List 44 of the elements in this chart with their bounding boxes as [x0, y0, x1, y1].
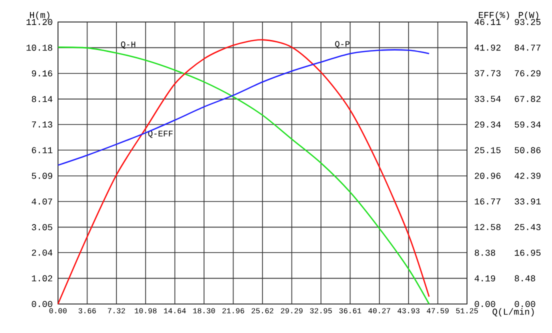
y-tick-label: 9.16	[32, 70, 52, 76]
y2-tick-label: 33.54	[474, 96, 501, 102]
line-series	[57, 49, 430, 166]
y3-axis-title: P(W)	[518, 11, 538, 20]
y-tick-label: 11.20	[26, 18, 52, 26]
y2-tick-label: 16.77	[474, 198, 500, 204]
y3-tick-label: 93.25	[514, 18, 541, 26]
y3-tick-label: 0.00	[514, 300, 536, 308]
y-tick-label: 8.14	[32, 96, 52, 102]
y-tick-label: 0.00	[32, 300, 52, 308]
y2-tick-label: 8.38	[474, 250, 496, 256]
y3-tick-label: 33.91	[514, 198, 541, 204]
y2-tick-label: 0.00	[474, 300, 496, 308]
series-label: Q-H	[121, 41, 136, 49]
x-axis-title: Q(L/min)	[492, 308, 534, 317]
series-label: Q-EFF	[148, 130, 173, 138]
y3-tick-label: 16.95	[514, 250, 541, 256]
y2-tick-label: 41.92	[474, 44, 500, 51]
y2-tick-label: 20.96	[474, 172, 501, 179]
y-tick-label: 7.13	[32, 121, 52, 128]
y3-tick-label: 67.82	[514, 96, 540, 102]
y-axis-title: H(m)	[30, 11, 50, 20]
y3-tick-label: 50.86	[514, 147, 541, 154]
y2-axis-title: EFF(%)	[478, 11, 509, 20]
y3-tick-label: 8.48	[514, 275, 536, 282]
y2-tick-label: 46.11	[474, 18, 501, 26]
y3-tick-label: 76.29	[514, 70, 540, 76]
y2-tick-label: 29.34	[474, 122, 501, 128]
y2-tick-label: 4.19	[474, 275, 496, 282]
y2-tick-label: 37.73	[474, 70, 501, 76]
y-tick-label: 3.05	[32, 224, 52, 230]
y-tick-label: 1.02	[32, 275, 52, 282]
y3-tick-label: 84.77	[514, 44, 540, 51]
y-tick-label: 6.11	[32, 147, 52, 154]
y-tick-label: 5.09	[32, 172, 52, 179]
y-tick-label: 4.07	[32, 198, 52, 205]
y3-tick-label: 25.43	[514, 224, 541, 230]
y-tick-label: 10.18	[26, 44, 52, 51]
series-label: Q-P	[335, 41, 350, 48]
y3-tick-label: 59.34	[514, 122, 541, 128]
y2-tick-label: 25.15	[474, 147, 501, 154]
y2-tick-label: 12.58	[474, 224, 501, 230]
y3-tick-label: 42.39	[514, 172, 540, 179]
y-tick-label: 2.04	[32, 250, 52, 256]
